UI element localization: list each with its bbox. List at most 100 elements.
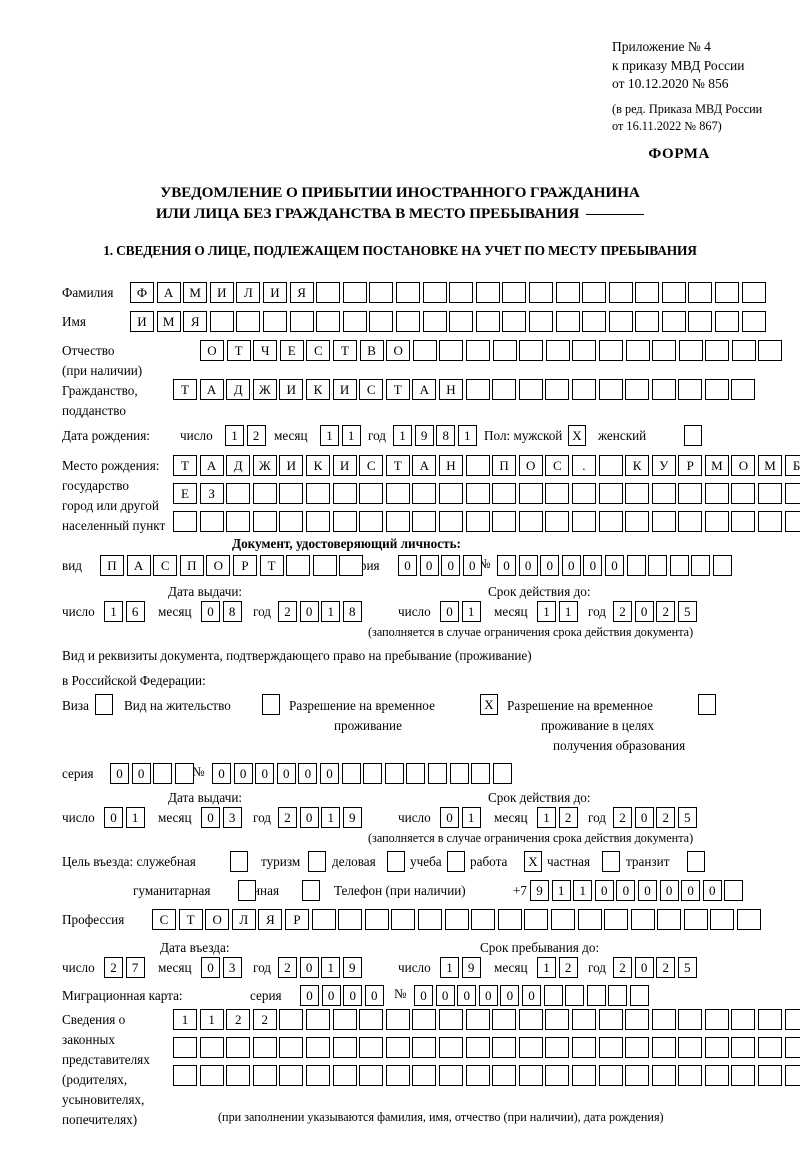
char-cell[interactable] bbox=[279, 1065, 304, 1086]
char-cell[interactable]: М bbox=[183, 282, 208, 303]
char-cell[interactable] bbox=[465, 1009, 490, 1030]
char-cell[interactable]: И bbox=[130, 311, 154, 332]
char-cell[interactable] bbox=[332, 1065, 357, 1086]
char-cell[interactable] bbox=[316, 282, 341, 303]
char-cell[interactable] bbox=[555, 282, 580, 303]
char-cell[interactable] bbox=[226, 1065, 251, 1086]
char-cell[interactable] bbox=[691, 555, 711, 576]
checkbox-purpose-private[interactable] bbox=[602, 851, 620, 872]
char-cell[interactable]: Л bbox=[236, 282, 261, 303]
char-cell[interactable] bbox=[651, 1037, 676, 1058]
char-cell[interactable] bbox=[758, 1037, 783, 1058]
char-cell[interactable] bbox=[571, 1065, 596, 1086]
char-cell[interactable] bbox=[475, 311, 500, 332]
char-cell[interactable] bbox=[364, 909, 389, 930]
char-cell[interactable] bbox=[704, 1037, 729, 1058]
char-cell[interactable] bbox=[598, 379, 623, 400]
char-cell[interactable]: 3 bbox=[222, 807, 242, 828]
char-cell[interactable] bbox=[598, 1009, 623, 1030]
char-cell[interactable]: Т bbox=[385, 379, 410, 400]
char-cell[interactable]: О bbox=[518, 455, 543, 476]
char-cell[interactable] bbox=[339, 555, 364, 576]
char-cell[interactable]: Т bbox=[173, 379, 197, 400]
char-cell[interactable]: 0 bbox=[364, 985, 384, 1006]
char-cell[interactable]: 0 bbox=[440, 601, 459, 622]
char-cell[interactable]: 1 bbox=[225, 425, 244, 446]
char-cell[interactable] bbox=[174, 763, 194, 784]
char-cell[interactable] bbox=[359, 1037, 384, 1058]
char-cell[interactable]: 0 bbox=[634, 957, 654, 978]
char-cell[interactable]: 1 bbox=[320, 425, 339, 446]
char-cell[interactable]: 9 bbox=[414, 425, 434, 446]
char-cell[interactable] bbox=[444, 909, 469, 930]
char-cell[interactable]: Ж bbox=[252, 455, 277, 476]
char-cell[interactable] bbox=[465, 483, 490, 504]
char-cell[interactable] bbox=[305, 1065, 330, 1086]
char-cell[interactable]: А bbox=[199, 379, 224, 400]
char-cell[interactable] bbox=[417, 909, 442, 930]
char-cell[interactable] bbox=[657, 909, 682, 930]
char-cell[interactable] bbox=[465, 379, 490, 400]
char-cell[interactable] bbox=[712, 555, 732, 576]
char-cell[interactable] bbox=[582, 282, 607, 303]
char-cell[interactable] bbox=[518, 379, 543, 400]
char-cell[interactable]: 0 bbox=[594, 880, 614, 901]
checkbox-purpose-tourism[interactable] bbox=[308, 851, 326, 872]
char-cell[interactable]: А bbox=[199, 455, 224, 476]
checkbox-purpose-other[interactable] bbox=[302, 880, 320, 901]
char-cell[interactable]: 0 bbox=[319, 763, 339, 784]
char-cell[interactable] bbox=[678, 1037, 703, 1058]
char-cell[interactable]: 8 bbox=[436, 425, 456, 446]
field-representatives-row-2[interactable] bbox=[173, 1037, 800, 1058]
char-cell[interactable] bbox=[741, 282, 766, 303]
char-cell[interactable]: 1 bbox=[199, 1009, 224, 1030]
char-cell[interactable] bbox=[688, 282, 713, 303]
char-cell[interactable]: 0 bbox=[300, 985, 319, 1006]
char-cell[interactable] bbox=[286, 555, 311, 576]
char-cell[interactable]: Ч bbox=[253, 340, 278, 361]
char-cell[interactable] bbox=[651, 511, 676, 532]
char-cell[interactable] bbox=[625, 1037, 650, 1058]
char-cell[interactable] bbox=[784, 1065, 800, 1086]
char-cell[interactable] bbox=[571, 379, 596, 400]
char-cell[interactable]: 0 bbox=[583, 555, 603, 576]
char-cell[interactable] bbox=[518, 483, 543, 504]
char-cell[interactable]: Н bbox=[438, 379, 463, 400]
char-cell[interactable]: Р bbox=[678, 455, 703, 476]
char-cell[interactable] bbox=[545, 1065, 570, 1086]
char-cell[interactable] bbox=[438, 1009, 463, 1030]
checkbox-temp-residence[interactable]: X bbox=[480, 694, 498, 715]
char-cell[interactable]: 1 bbox=[321, 957, 341, 978]
char-cell[interactable] bbox=[635, 282, 660, 303]
char-cell[interactable]: М bbox=[704, 455, 729, 476]
char-cell[interactable] bbox=[678, 1065, 703, 1086]
char-cell[interactable] bbox=[518, 1037, 543, 1058]
char-cell[interactable]: 2 bbox=[246, 425, 266, 446]
char-cell[interactable] bbox=[226, 511, 251, 532]
char-cell[interactable] bbox=[279, 483, 304, 504]
char-cell[interactable] bbox=[412, 511, 437, 532]
char-cell[interactable] bbox=[550, 909, 575, 930]
char-cell[interactable]: 0 bbox=[298, 763, 318, 784]
char-cell[interactable]: 0 bbox=[440, 807, 459, 828]
char-cell[interactable] bbox=[704, 511, 729, 532]
char-cell[interactable] bbox=[492, 379, 517, 400]
char-cell[interactable]: 8 bbox=[222, 601, 242, 622]
char-cell[interactable] bbox=[651, 483, 676, 504]
char-cell[interactable]: 2 bbox=[613, 601, 632, 622]
char-cell[interactable]: 9 bbox=[342, 807, 362, 828]
char-cell[interactable] bbox=[412, 1065, 437, 1086]
char-cell[interactable]: Т bbox=[332, 340, 357, 361]
char-cell[interactable] bbox=[678, 511, 703, 532]
char-cell[interactable]: 0 bbox=[540, 555, 560, 576]
